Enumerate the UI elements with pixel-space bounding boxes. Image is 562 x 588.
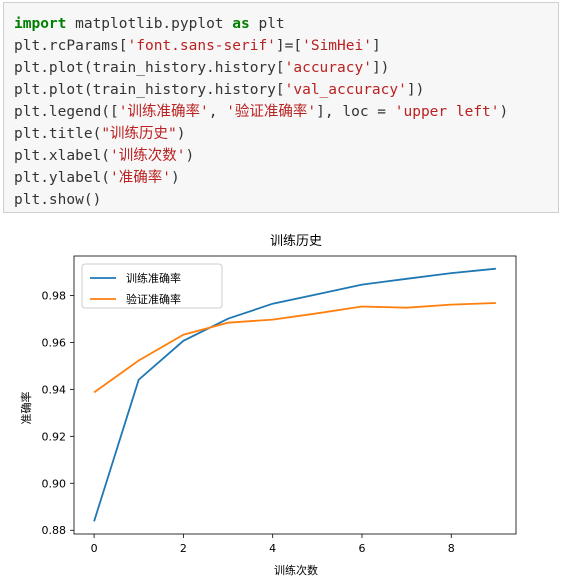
x-tick-label: 0 (91, 542, 98, 555)
code-line: plt.plot(train_history.history['val_accu… (14, 79, 508, 101)
code-text: plt (249, 16, 285, 32)
legend-label: 验证准确率 (126, 292, 181, 306)
code-text: ], loc = (316, 104, 395, 120)
code-editor[interactable]: import matplotlib.pyplot as plt plt.rcPar… (14, 13, 508, 211)
legend-box (81, 263, 223, 309)
x-tick-label: 6 (358, 542, 365, 555)
code-string: 'upper left' (394, 104, 500, 120)
plot-frame (73, 255, 517, 535)
y-tick-label: 0.94 (42, 383, 67, 396)
y-tick-label: 0.98 (42, 289, 67, 302)
code-line: plt.ylabel('准确率') (14, 167, 508, 189)
code-line: plt.xlabel('训练次数') (14, 145, 508, 167)
x-tick-label: 8 (448, 542, 455, 555)
code-line: plt.legend(['训练准确率', '验证准确率'], loc = 'up… (14, 101, 508, 123)
code-text: ) (499, 104, 509, 120)
legend-label: 训练准确率 (126, 271, 181, 285)
code-keyword: import (14, 16, 67, 32)
y-tick-label: 0.92 (42, 430, 67, 443)
series-line (93, 302, 496, 394)
code-cell[interactable]: import matplotlib.pyplot as plt plt.rcPar… (3, 2, 559, 213)
x-tick-label: 2 (180, 542, 187, 555)
x-axis-label: 训练次数 (274, 563, 318, 577)
code-line: plt.title("训练历史") (14, 123, 508, 145)
code-string: 'accuracy' (284, 60, 372, 76)
code-text: matplotlib.pyplot (66, 16, 233, 32)
chart-output: 训练历史 训练次数 准确率 0.88 0.90 0.92 0.94 0.96 0.98 0 2… (0, 218, 562, 584)
code-text: plt.title( (14, 126, 102, 142)
line-chart: 训练历史 训练次数 准确率 0.88 0.90 0.92 0.94 0.96 0.98 0 2… (19, 234, 517, 577)
code-text: ) (185, 148, 195, 164)
x-tick-label: 4 (269, 542, 276, 555)
code-text: plt.show() (14, 192, 102, 208)
code-text: plt.ylabel( (14, 170, 111, 186)
y-tick-label: 0.90 (42, 477, 67, 490)
code-string: 'SimHei' (302, 38, 372, 54)
y-tick-label: 0.96 (42, 336, 67, 349)
code-string: 'font.sans-serif' (127, 38, 276, 54)
code-keyword: as (232, 16, 250, 32)
code-text: ) (171, 170, 180, 186)
code-string: '准确率' (110, 170, 171, 186)
code-text: ]=[ (275, 38, 303, 54)
code-text: plt.plot(train_history.history[ (14, 82, 285, 98)
code-text: plt.xlabel( (14, 148, 111, 164)
code-string: '训练次数' (110, 148, 186, 164)
code-string: "训练历史" (101, 126, 177, 142)
code-text: , (208, 104, 227, 120)
code-line: plt.rcParams['font.sans-serif']=['SimHei… (14, 35, 508, 57)
code-text: ]) (371, 60, 390, 76)
code-text: ] (371, 38, 381, 54)
series-line (93, 267, 496, 522)
code-text: plt.legend([ (14, 104, 119, 120)
code-line: plt.show() (14, 189, 508, 211)
code-line: plt.plot(train_history.history['accuracy… (14, 57, 508, 79)
code-string: 'val_accuracy' (284, 82, 407, 98)
code-text: ]) (406, 82, 425, 98)
code-line: import matplotlib.pyplot as plt (14, 13, 508, 35)
y-tick-label: 0.88 (42, 524, 67, 537)
code-string: '验证准确率' (226, 104, 317, 120)
code-text: ) (176, 126, 186, 142)
code-string: '训练准确率' (118, 104, 209, 120)
chart-title: 训练历史 (270, 234, 322, 249)
code-text: plt.plot(train_history.history[ (14, 60, 285, 76)
code-text: plt.rcParams[ (14, 38, 128, 54)
y-axis-label: 准确率 (19, 392, 33, 425)
